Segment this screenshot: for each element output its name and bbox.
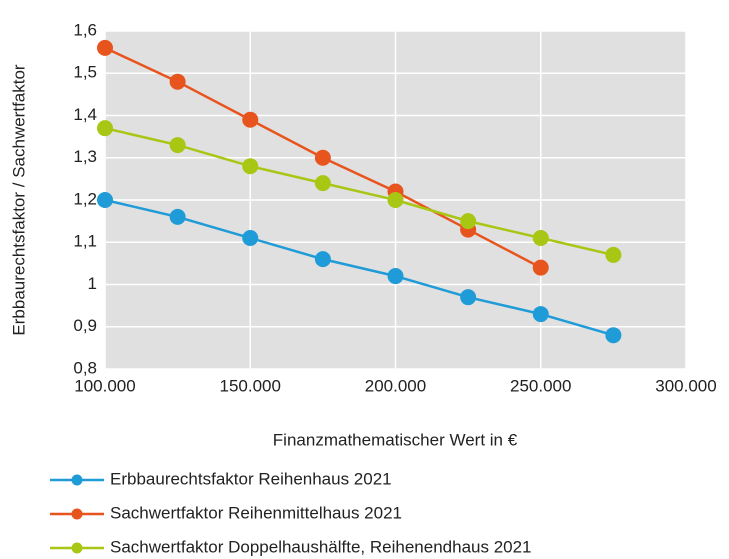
x-tick-label: 200.000 xyxy=(365,376,426,395)
y-tick-label: 1,4 xyxy=(73,105,97,124)
legend-label: Sachwertfaktor Reihenmittelhaus 2021 xyxy=(110,503,402,522)
y-tick-label: 1,5 xyxy=(73,63,97,82)
series-line xyxy=(104,126,614,257)
y-tick-label: 0,8 xyxy=(73,358,97,377)
data-point xyxy=(97,39,113,56)
data-point xyxy=(605,327,622,344)
data-point xyxy=(97,192,113,208)
y-axis-title: Erbbaurechtsfaktor / Sachwertfaktor xyxy=(9,64,28,336)
data-point xyxy=(242,111,259,128)
y-tick-label: 1,2 xyxy=(73,189,97,208)
data-point xyxy=(532,230,549,247)
data-point xyxy=(605,246,622,263)
data-point xyxy=(97,120,113,137)
data-point xyxy=(532,259,549,276)
legend-marker xyxy=(71,542,83,554)
data-point xyxy=(242,158,259,175)
legend-marker xyxy=(71,508,83,520)
x-axis-title: Finanzmathematischer Wert in € xyxy=(273,430,518,449)
data-point xyxy=(460,289,477,306)
legend-label: Sachwertfaktor Doppelhaushälfte, Reihene… xyxy=(110,537,532,556)
data-point xyxy=(169,137,186,154)
legend-marker xyxy=(71,474,83,486)
data-point xyxy=(314,175,331,192)
data-point xyxy=(169,73,186,90)
data-point xyxy=(532,306,549,323)
y-tick-label: 1,1 xyxy=(73,232,97,251)
series-line xyxy=(104,198,614,337)
data-point xyxy=(387,192,404,208)
x-tick-label: 100.000 xyxy=(74,376,135,395)
data-point xyxy=(169,208,186,225)
y-tick-label: 1,3 xyxy=(73,147,97,166)
x-tick-label: 300.000 xyxy=(655,376,716,395)
data-point xyxy=(460,213,477,230)
y-tick-label: 0,9 xyxy=(73,316,97,335)
data-point xyxy=(242,230,259,247)
x-tick-label: 250.000 xyxy=(510,376,571,395)
x-tick-label: 150.000 xyxy=(220,376,281,395)
data-point xyxy=(387,268,404,285)
legend-label: Erbbaurechtsfaktor Reihenhaus 2021 xyxy=(110,469,392,488)
y-tick-label: 1,6 xyxy=(73,20,97,39)
data-point xyxy=(314,149,331,166)
data-point xyxy=(314,251,331,268)
y-tick-label: 1 xyxy=(88,274,97,293)
